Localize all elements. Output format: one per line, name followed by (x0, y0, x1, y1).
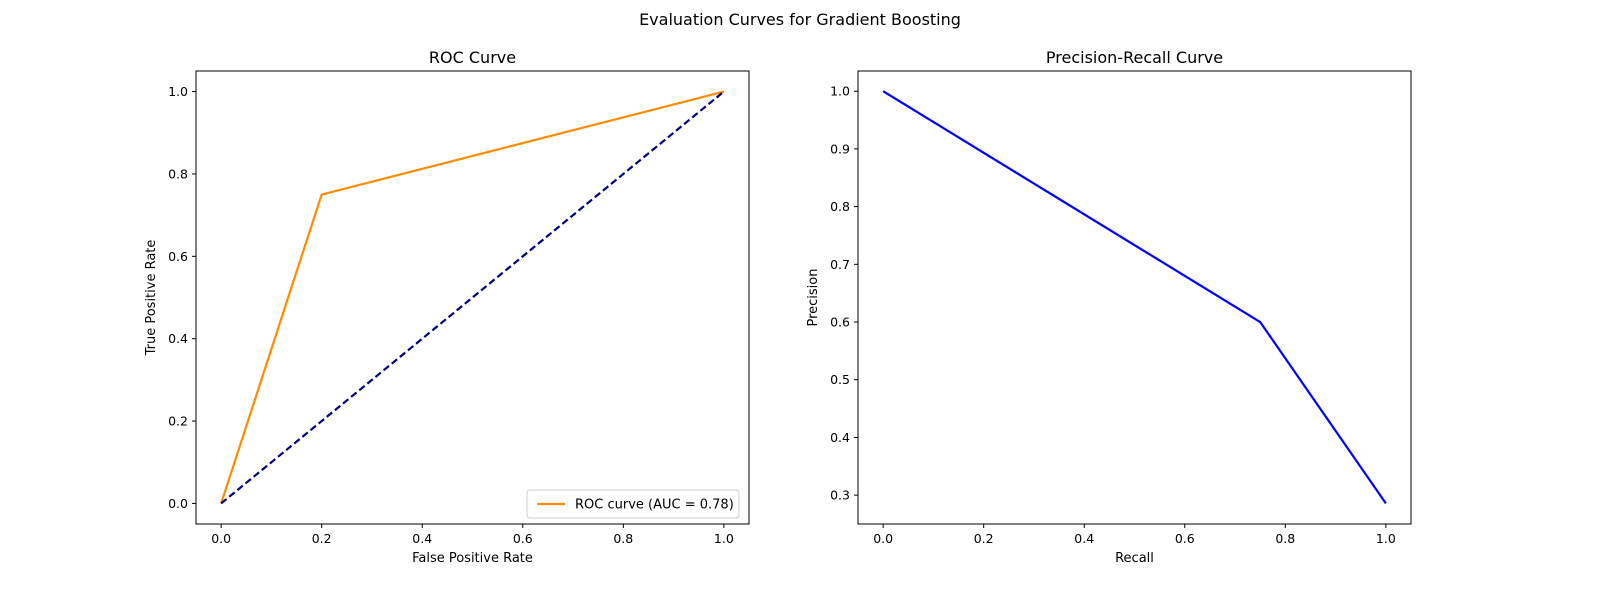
roc-y-axis-label: True Positive Rate (144, 240, 159, 357)
roc-legend: ROC curve (AUC = 0.78) (526, 489, 740, 519)
roc-x-tick-label: 1.0 (714, 531, 734, 546)
roc-y-tick-label: 0.2 (168, 414, 188, 429)
roc-x-axis-label: False Positive Rate (412, 551, 533, 566)
pr-x-tick-label: 0.0 (873, 531, 893, 546)
pr-y-tick-label: 0.9 (830, 141, 850, 156)
pr-x-tick-label: 0.4 (1074, 531, 1094, 546)
roc-x-tick-label: 0.0 (211, 531, 231, 546)
pr-y-tick-label: 1.0 (830, 84, 850, 99)
pr-series-line-0 (882, 90, 1387, 505)
pr-axes: 0.0 0.2 0.4 0.6 0.8 1.0 0.3 0.4 0.5 0.6 0.7 0.8 0.9 1… (806, 48, 1412, 566)
roc-x-tick-label: 0.8 (613, 531, 633, 546)
pr-y-tick-label: 0.7 (830, 257, 850, 272)
pr-chart-title: Precision-Recall Curve (1046, 48, 1223, 67)
roc-x-tick-label: 0.4 (412, 531, 432, 546)
roc-x-tick-label: 0.6 (513, 531, 533, 546)
pr-x-tick-label: 0.2 (974, 531, 994, 546)
roc-y-tick-label: 0.8 (168, 166, 188, 181)
roc-chart-title: ROC Curve (429, 48, 516, 67)
roc-x-tick-label: 0.2 (312, 531, 332, 546)
pr-x-axis-label: Recall (1115, 551, 1154, 566)
pr-y-tick-label: 0.5 (830, 372, 850, 387)
roc-y-tick-label: 0.0 (168, 496, 188, 511)
roc-y-tick-label: 1.0 (168, 84, 188, 99)
pr-y-tick-label: 0.4 (830, 430, 850, 445)
pr-y-tick-label: 0.8 (830, 199, 850, 214)
roc-series-line-0 (220, 90, 725, 504)
roc-axes: 0.0 0.2 0.4 0.6 0.8 1.0 0.0 0.2 0.4 0.6 0.8 1.0 ROC … (144, 48, 750, 566)
pr-y-axis-label: Precision (806, 268, 821, 326)
pr-y-tick-label: 0.6 (830, 315, 850, 330)
pr-x-tick-label: 0.8 (1275, 531, 1295, 546)
roc-legend-label: ROC curve (AUC = 0.78) (575, 498, 734, 513)
roc-axes-frame (195, 70, 750, 525)
roc-y-tick-label: 0.4 (168, 331, 188, 346)
roc-series-line-1 (220, 90, 725, 505)
figure-title: Evaluation Curves for Gradient Boosting (639, 10, 961, 29)
pr-x-tick-label: 0.6 (1175, 531, 1195, 546)
roc-legend-box (526, 489, 740, 519)
pr-axes-frame (857, 70, 1412, 525)
pr-x-tick-label: 1.0 (1376, 531, 1396, 546)
pr-y-tick-label: 0.3 (830, 488, 850, 503)
roc-y-tick-label: 0.6 (168, 249, 188, 264)
